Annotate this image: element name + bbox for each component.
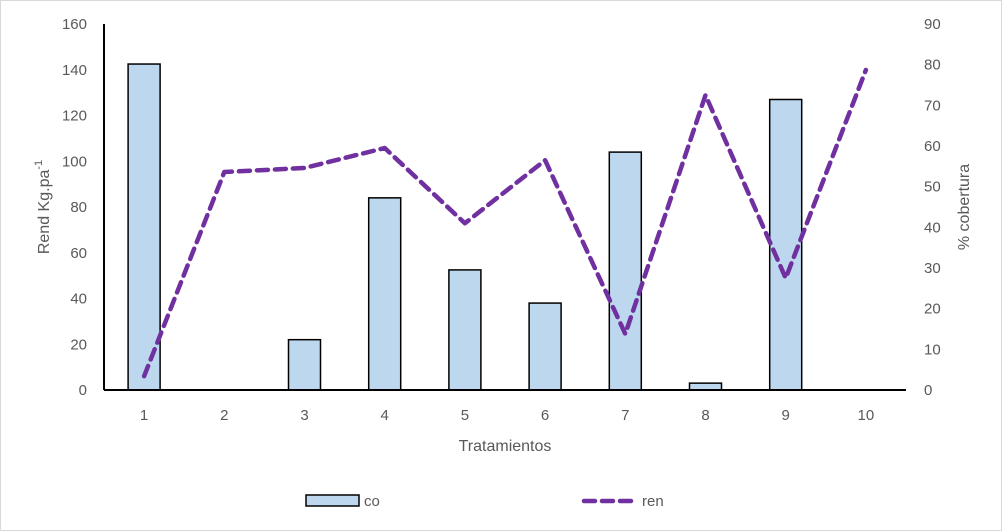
- y-tick-label: 40: [70, 291, 87, 308]
- y-tick-label: 140: [62, 62, 87, 79]
- y-tick-label: 120: [62, 108, 87, 125]
- y-tick-label: 100: [62, 153, 87, 170]
- x-axis-title: Tratamientos: [459, 438, 552, 455]
- x-tick-label: 4: [381, 407, 389, 424]
- bar-co-9: [768, 98, 803, 391]
- y2-tick-label: 40: [924, 219, 941, 236]
- x-tick-label: 9: [782, 407, 790, 424]
- bar-co-3: [287, 338, 322, 391]
- y2-tick-label: 20: [924, 301, 941, 318]
- bar-co-4: [367, 197, 402, 391]
- y2-tick-label: 50: [924, 179, 941, 196]
- x-tick-label: 10: [858, 407, 875, 424]
- y-tick-label: 80: [70, 199, 87, 216]
- x-tick-label: 6: [541, 407, 549, 424]
- bar-co-1: [127, 63, 161, 391]
- y-axis-title: Rend Kg.pa-1: [33, 160, 53, 254]
- bar-series-co: [127, 63, 803, 391]
- x-tick-label: 5: [461, 407, 469, 424]
- y2-tick-label: 60: [924, 138, 941, 155]
- y2-axis-title: % cobertura: [956, 164, 973, 250]
- legend: co ren: [305, 493, 664, 510]
- bar-co-5: [448, 269, 482, 391]
- line-series-ren: [141, 67, 869, 379]
- y2-tick-label: 30: [924, 260, 941, 277]
- y2-axis-ticks: 0 10 20 30 40 50 60 70 80 90: [924, 16, 941, 399]
- line-ren: [141, 67, 869, 379]
- x-tick-label: 1: [140, 407, 148, 424]
- legend-swatch-co: [305, 494, 360, 507]
- x-axis-ticks: 1 2 3 4 5 6 7 8 9 10: [140, 407, 874, 424]
- y2-tick-label: 90: [924, 16, 941, 33]
- bar-co-6: [528, 302, 562, 391]
- x-tick-label: 2: [220, 407, 228, 424]
- x-tick-label: 3: [300, 407, 308, 424]
- y2-tick-label: 0: [924, 382, 932, 399]
- x-tick-label: 7: [621, 407, 629, 424]
- y-axis-ticks: 0 20 40 60 80 100 120 140 160: [62, 16, 87, 399]
- x-tick-label: 8: [701, 407, 709, 424]
- bar-co-7: [608, 151, 643, 391]
- y-tick-label: 60: [70, 245, 87, 262]
- bar-co-8: [688, 382, 723, 391]
- y2-tick-label: 70: [924, 97, 941, 114]
- y-tick-label: 0: [79, 382, 87, 399]
- legend-label-ren: ren: [642, 493, 664, 510]
- y-tick-label: 20: [70, 336, 87, 353]
- legend-label-co: co: [364, 493, 380, 510]
- y2-tick-label: 10: [924, 341, 941, 358]
- y2-tick-label: 80: [924, 57, 941, 74]
- y-tick-label: 160: [62, 16, 87, 33]
